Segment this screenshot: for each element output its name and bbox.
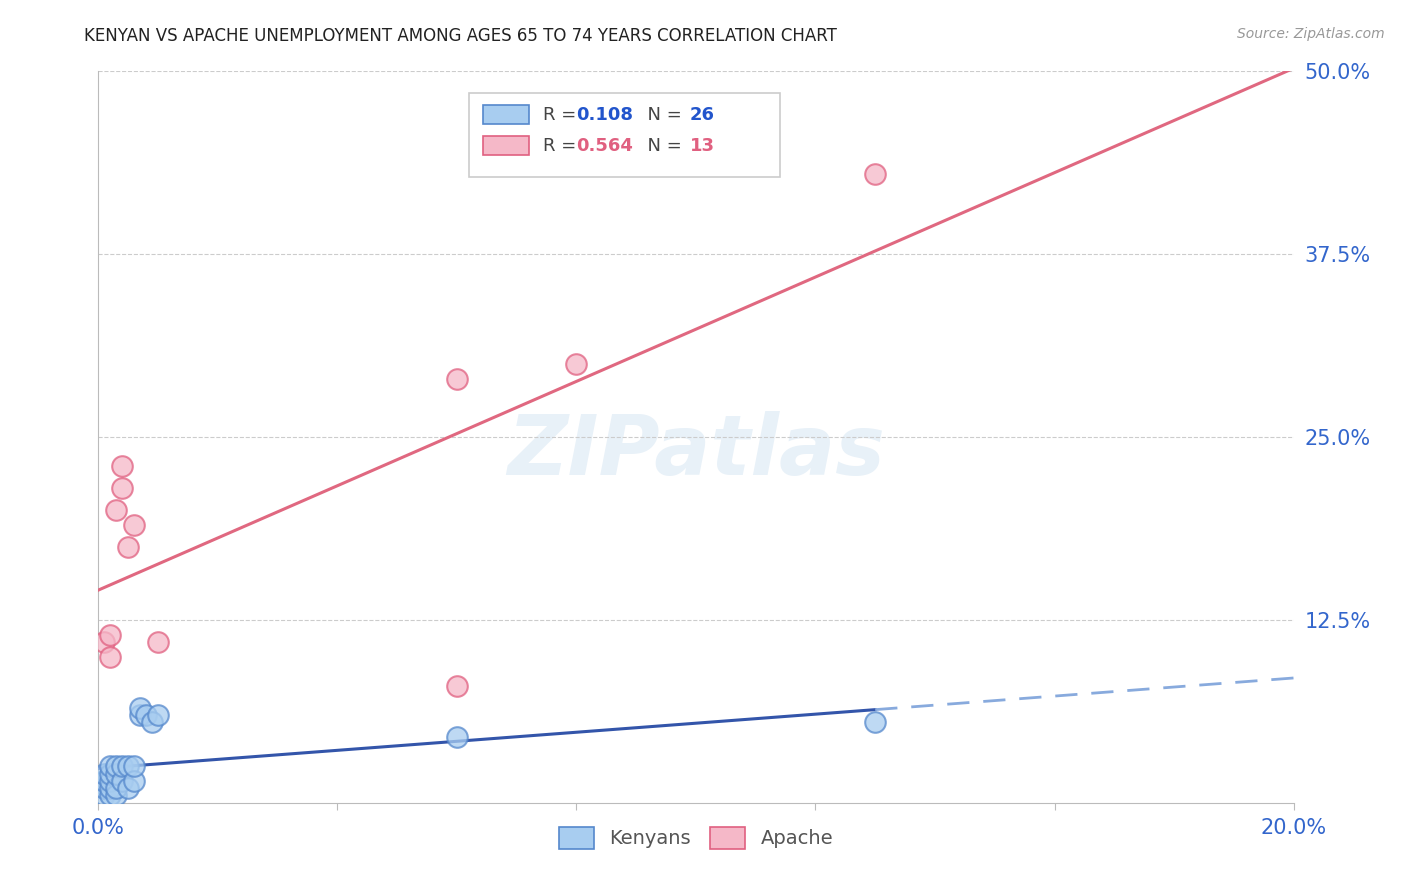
Point (93, 789, 115, 803)
Point (148, 635, 170, 649)
Point (93, 781, 115, 796)
FancyBboxPatch shape (484, 136, 529, 155)
Point (124, 517, 146, 532)
Text: Source: ZipAtlas.com: Source: ZipAtlas.com (1237, 27, 1385, 41)
Point (565, 357, 588, 371)
Point (111, 459, 134, 474)
Point (124, 773, 146, 788)
Point (446, 679, 468, 693)
Point (98, 766, 122, 780)
Text: N =: N = (637, 105, 688, 123)
Point (105, 766, 128, 780)
Point (446, 371, 468, 385)
Text: 0.564: 0.564 (576, 137, 633, 155)
Point (105, 789, 128, 803)
Point (117, 759, 139, 773)
Point (98, 781, 122, 796)
Text: 0.108: 0.108 (576, 105, 634, 123)
Point (98, 649, 122, 664)
Point (135, 708, 157, 723)
Point (98, 773, 122, 788)
Point (148, 708, 170, 723)
Point (98, 759, 122, 773)
Point (117, 540, 139, 554)
Text: N =: N = (637, 137, 688, 155)
FancyBboxPatch shape (470, 94, 780, 178)
Point (93, 773, 115, 788)
Point (111, 481, 134, 495)
Text: R =: R = (543, 137, 582, 155)
Point (124, 759, 146, 773)
Text: KENYAN VS APACHE UNEMPLOYMENT AMONG AGES 65 TO 74 YEARS CORRELATION CHART: KENYAN VS APACHE UNEMPLOYMENT AMONG AGES… (84, 27, 837, 45)
Point (105, 759, 128, 773)
Point (446, 730, 468, 744)
Point (105, 503, 128, 517)
Text: 26: 26 (690, 105, 716, 123)
Point (111, 759, 134, 773)
Point (93, 766, 115, 780)
FancyBboxPatch shape (484, 105, 529, 124)
Legend: Kenyans, Apache: Kenyans, Apache (548, 817, 844, 859)
Point (141, 715, 163, 730)
Point (111, 773, 134, 788)
Text: ZIPatlas: ZIPatlas (508, 411, 884, 492)
Point (865, 167, 887, 181)
Point (93, 635, 115, 649)
Text: R =: R = (543, 105, 582, 123)
Text: 13: 13 (690, 137, 716, 155)
Point (129, 708, 152, 723)
Point (129, 700, 152, 714)
Point (105, 781, 128, 796)
Point (98, 789, 122, 803)
Point (117, 781, 139, 796)
Point (865, 715, 887, 730)
Point (98, 627, 122, 641)
